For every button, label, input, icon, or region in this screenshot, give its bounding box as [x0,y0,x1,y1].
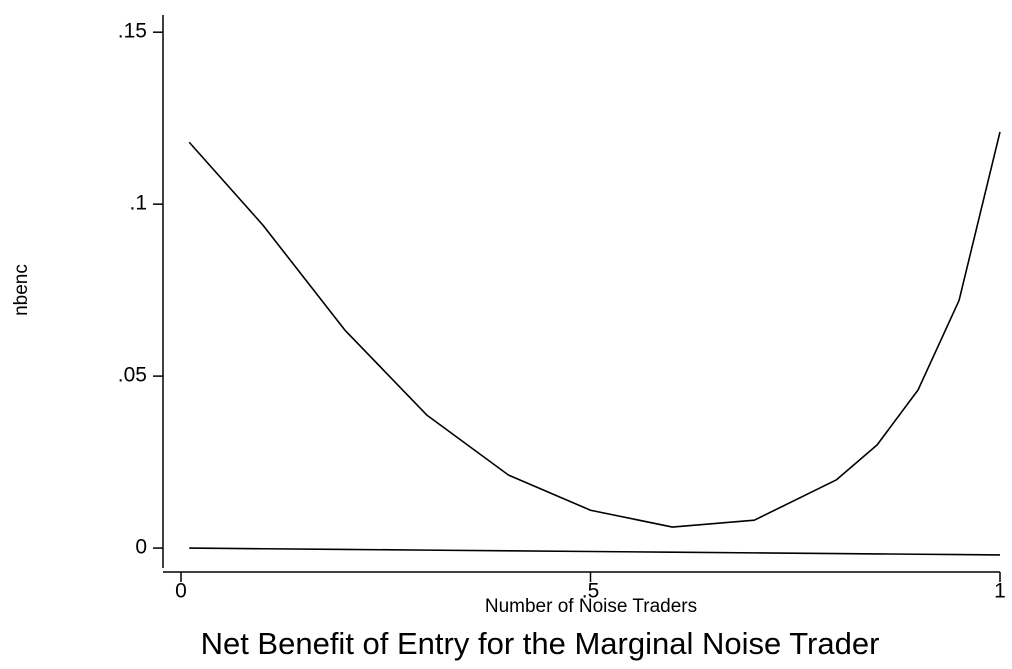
y-axis-label: nbenc [11,264,32,316]
x-axis-label: Number of Noise Traders [485,596,697,617]
y-tick-label: .05 [118,364,147,387]
x-tick-label: 1 [994,580,1006,603]
y-tick-label: 0 [135,536,147,559]
line [188,131,1001,528]
x-tick-label: 0 [175,580,187,603]
chart-title: Net Benefit of Entry for the Marginal No… [201,626,880,661]
y-tick-label: .1 [129,192,147,215]
line [189,547,1001,556]
x-tick-label: .5 [582,580,600,603]
y-tick-label: .15 [118,20,147,43]
